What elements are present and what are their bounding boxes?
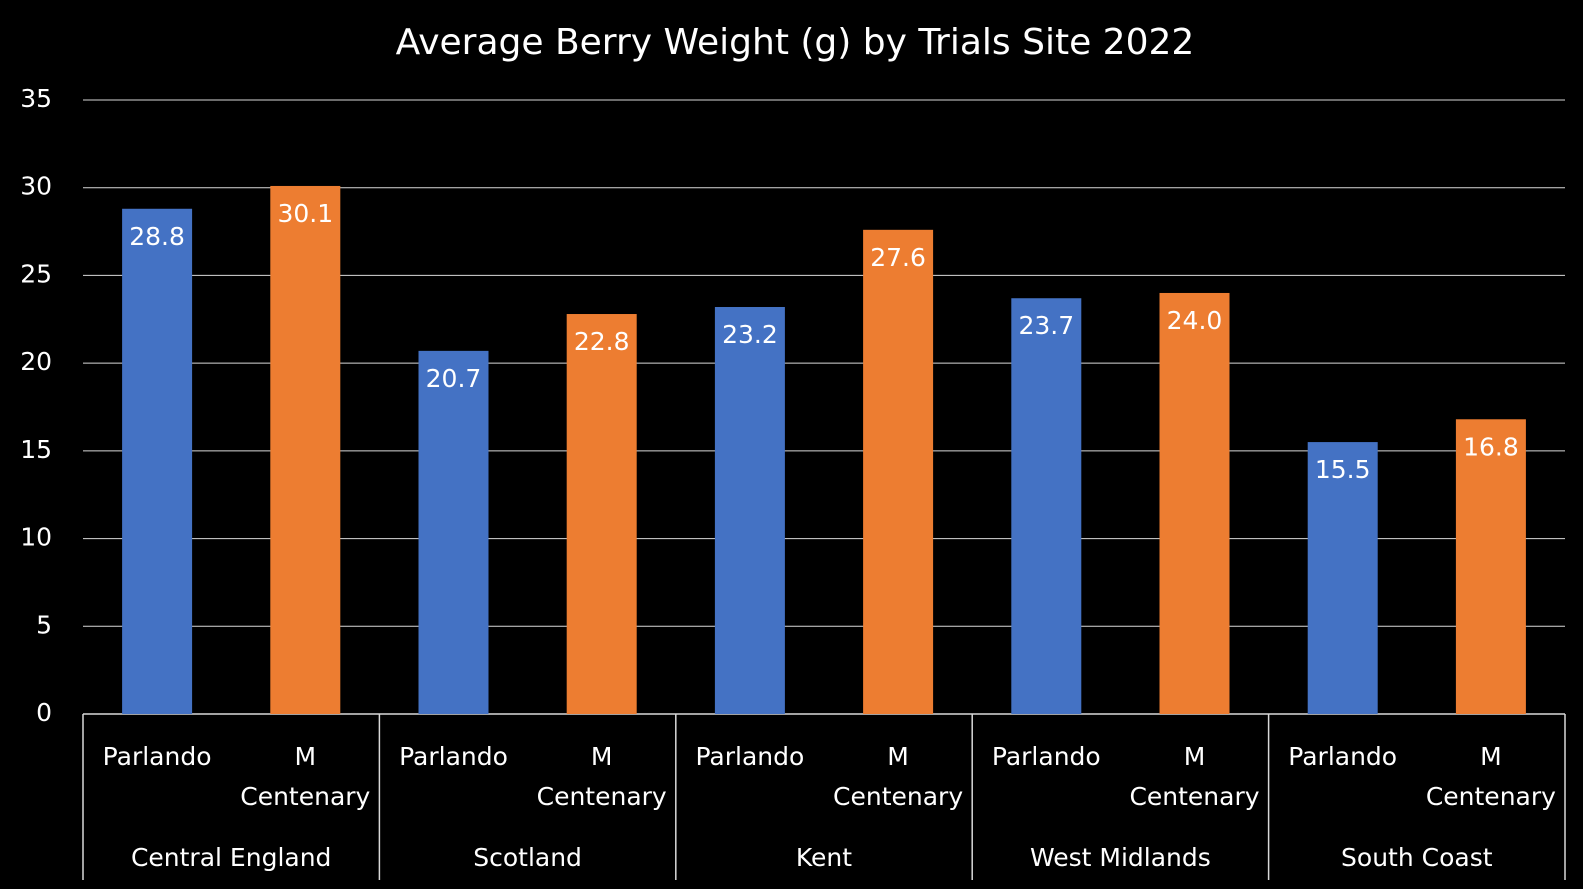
data-label: 23.7 xyxy=(1018,311,1074,340)
bar xyxy=(270,185,341,714)
x-tick-label: M Centenary xyxy=(1129,742,1260,811)
x-tick-label: Parlando xyxy=(1288,742,1398,771)
group-label: Central England xyxy=(130,843,332,872)
data-label: 28.8 xyxy=(129,222,185,251)
y-tick-label: 20 xyxy=(20,347,52,376)
y-tick-label: 30 xyxy=(20,172,52,201)
group-label: Kent xyxy=(795,843,853,872)
x-tick-label: M Centenary xyxy=(1425,742,1556,811)
group-label: South Coast xyxy=(1341,843,1493,872)
x-tick-label: Parlando xyxy=(399,742,508,771)
y-tick-label: 35 xyxy=(20,84,52,113)
bar xyxy=(1455,419,1526,714)
data-label: 20.7 xyxy=(426,364,482,393)
x-tick-label: M Centenary xyxy=(833,742,964,811)
y-tick-label: 15 xyxy=(20,435,52,464)
bar xyxy=(418,350,489,714)
bar xyxy=(1011,298,1082,714)
data-label: 24.0 xyxy=(1167,306,1223,335)
y-tick-label: 10 xyxy=(20,523,52,552)
group-label: Scotland xyxy=(473,843,582,872)
bar xyxy=(566,314,637,714)
x-tick-label: M Centenary xyxy=(536,742,667,811)
data-label: 23.2 xyxy=(722,320,778,349)
x-tick-label: Parlando xyxy=(102,742,212,771)
y-tick-label: 0 xyxy=(36,698,52,727)
y-tick-label: 25 xyxy=(20,259,52,288)
x-tick-label: Parlando xyxy=(991,742,1101,771)
group-label: West Midlands xyxy=(1029,843,1211,872)
chart-title: Average Berry Weight (g) by Trials Site … xyxy=(396,22,1195,63)
data-label: 27.6 xyxy=(870,243,926,272)
data-label: 15.5 xyxy=(1315,455,1371,484)
y-tick-label: 5 xyxy=(36,610,52,639)
data-label: 22.8 xyxy=(574,327,630,356)
bar xyxy=(122,208,193,714)
data-label: 16.8 xyxy=(1463,432,1519,461)
bar xyxy=(1307,442,1378,714)
x-tick-label: Parlando xyxy=(695,742,805,771)
bar xyxy=(863,229,934,714)
bar xyxy=(714,307,785,714)
x-tick-label: M Centenary xyxy=(240,742,371,811)
data-label: 30.1 xyxy=(277,199,333,228)
bar xyxy=(1159,292,1230,714)
